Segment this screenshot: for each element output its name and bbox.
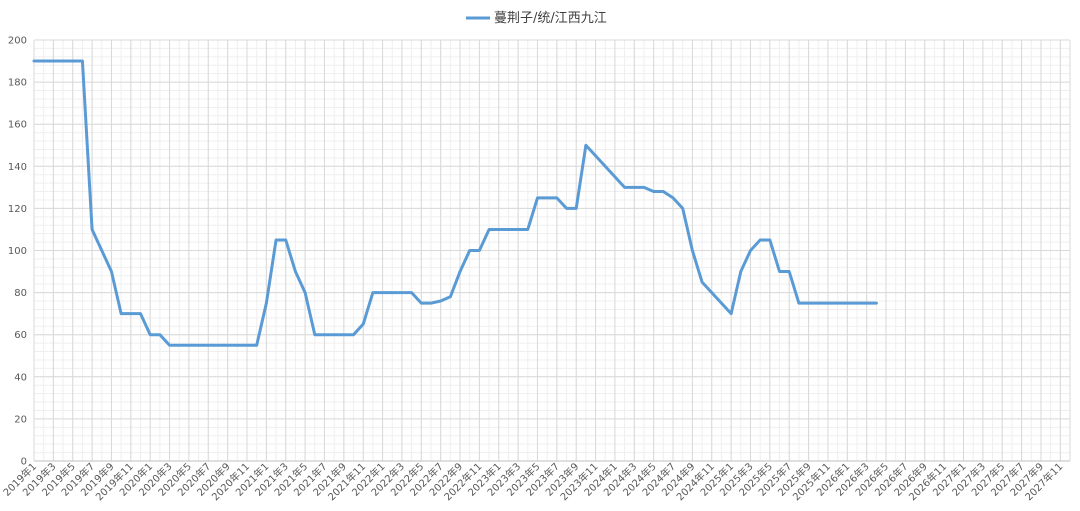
grid [33, 39, 1071, 462]
series-line [32, 59, 878, 347]
legend: 蔓荆子/统/江西九江 [466, 10, 607, 26]
y-tick-label: 20 [14, 414, 27, 425]
legend-label: 蔓荆子/统/江西九江 [494, 10, 607, 26]
x-axis: 2019年12019年32019年52019年72019年92019年11202… [0, 460, 1070, 503]
y-tick-label: 120 [8, 204, 27, 215]
y-axis: 0 20 40 60 80 100 120 140 160 180 200 [8, 36, 27, 468]
y-tick-label: 40 [14, 372, 27, 383]
y-tick-label: 160 [8, 120, 27, 131]
series-layer [32, 59, 878, 347]
y-tick-label: 100 [8, 246, 27, 257]
y-tick-label: 140 [8, 162, 27, 173]
y-tick-label: 0 [21, 457, 27, 468]
y-tick-label: 80 [14, 288, 27, 299]
y-tick-label: 180 [8, 78, 27, 89]
y-tick-label: 60 [14, 330, 27, 341]
y-tick-label: 200 [8, 36, 27, 47]
